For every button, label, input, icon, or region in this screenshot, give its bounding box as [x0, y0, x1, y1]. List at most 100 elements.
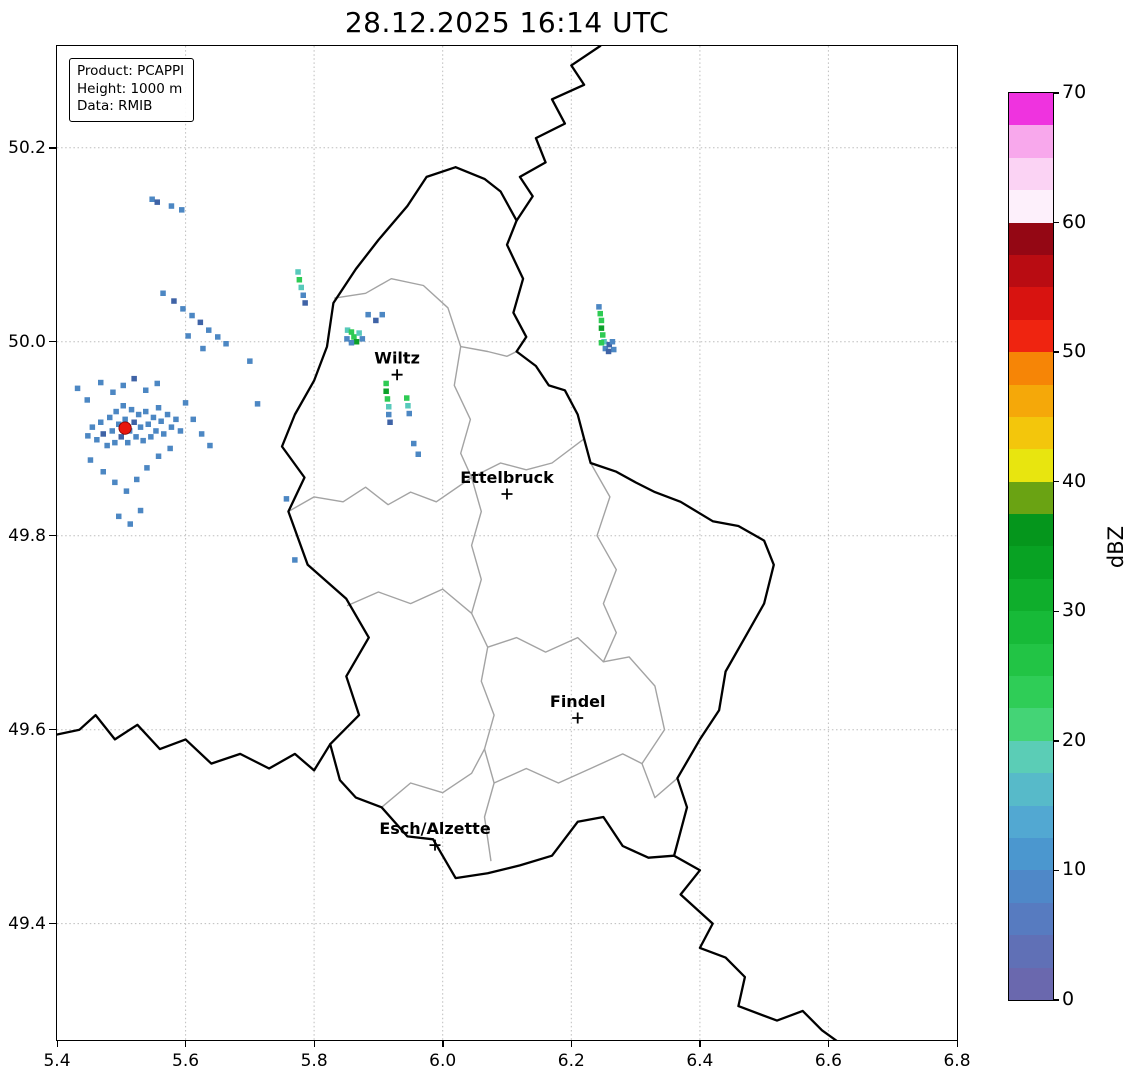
radar-echo-cell [295, 269, 301, 275]
radar-echo-cell [296, 277, 303, 283]
radar-echo-cell [87, 457, 94, 463]
city-label: Wiltz [374, 349, 420, 368]
radar-echo-cell [164, 411, 171, 418]
radar-echo-cell [180, 306, 186, 312]
country-border [280, 166, 775, 880]
radar-echo-cell [98, 379, 104, 386]
product-line: Product: PCAPPI [77, 63, 185, 79]
radar-echo-cell [348, 340, 355, 346]
colorbar-band [1009, 740, 1053, 774]
radar-echo-cell [110, 389, 116, 395]
radar-echo-cell [405, 403, 411, 409]
radar-echo-cell [120, 403, 126, 409]
x-tick-label: 5.6 [172, 1051, 200, 1071]
radar-echo-cell [125, 439, 131, 446]
radar-echo-cell [197, 319, 204, 326]
x-tick-mark [570, 1041, 573, 1047]
district-border [493, 753, 643, 784]
radar-echo-cell [383, 388, 389, 394]
radar-echo-cell [137, 507, 144, 514]
colorbar-bands [1009, 93, 1053, 1000]
colorbar-band [1009, 935, 1053, 968]
colorbar-band [1009, 870, 1053, 903]
radar-echo-cell [112, 479, 118, 486]
colorbar-tick-mark [1053, 999, 1059, 1001]
radar-echo-cell [298, 284, 304, 291]
radar-echo-cell [168, 424, 175, 430]
radar-echo-cell [597, 310, 603, 317]
radar-echo-cell [98, 419, 104, 425]
y-tick-mark [49, 922, 56, 925]
radar-echo-cell [386, 404, 392, 410]
map-plot-area: Wiltz Ettelbruck Findel Esch/Alzette Produc… [56, 45, 958, 1041]
radar-echo-cell [598, 340, 605, 346]
colorbar-band [1009, 805, 1053, 838]
radar-echo-cell [113, 408, 119, 415]
radar-echo-cell [171, 298, 177, 304]
radar-echo-cell [198, 431, 205, 437]
radar-echo-cell [283, 496, 290, 502]
radar-echo-cell [140, 437, 146, 444]
colorbar-unit-label: dBZ [1104, 525, 1128, 569]
city-label: Esch/Alzette [379, 819, 491, 838]
radar-echo-cell [348, 329, 355, 335]
radar-echo-cell [137, 424, 144, 430]
colorbar-band [1009, 319, 1053, 353]
radar-echo-cell [359, 336, 366, 342]
city-marker [391, 369, 403, 381]
radar-echo-cell [344, 327, 351, 333]
radar-echo-cell [611, 346, 617, 353]
colorbar-band [1009, 967, 1053, 1000]
colorbar-band [1009, 125, 1053, 158]
colorbar-band [1009, 157, 1053, 191]
radar-echo-cell [100, 469, 106, 475]
radar-echo-cell [596, 304, 602, 310]
colorbar-band [1009, 514, 1053, 547]
y-tick-mark [49, 728, 56, 731]
radar-echo-cell [143, 408, 149, 415]
page-title: 28.12.2025 16:14 UTC [344, 6, 670, 39]
radar-echo-cell [207, 442, 213, 449]
radar-echo-cell [127, 521, 133, 527]
radar-echo-cell [143, 387, 149, 393]
height-line: Height: 1000 m [77, 80, 183, 97]
radar-echo-cell [74, 385, 81, 392]
radar-echo-cell [131, 375, 137, 382]
colorbar-tick-mark [1053, 92, 1059, 94]
radar-echo-cell [155, 453, 162, 459]
radar-echo-cell [302, 300, 308, 306]
colorbar-band [1009, 384, 1053, 417]
x-tick-mark [699, 1041, 701, 1047]
x-tick-label: 6.6 [814, 1051, 842, 1071]
radar-echo-cell [155, 405, 162, 411]
colorbar-band [1009, 546, 1053, 579]
radar-echo-cell [254, 401, 261, 407]
x-tick-mark [956, 1041, 958, 1047]
colorbar-band [1009, 708, 1053, 741]
radar-echo-cell [154, 380, 160, 387]
colorbar-band [1009, 676, 1053, 709]
radar-echo-cell [206, 327, 212, 333]
radar-echo-cell [415, 451, 421, 457]
radar-echo-cell [158, 418, 164, 424]
colorbar-tick-label: 20 [1062, 728, 1087, 751]
radar-echo-cell [300, 292, 306, 298]
radar-echo-cell [116, 421, 122, 427]
radar-echo-cell [598, 325, 605, 331]
radar-echo-cell [182, 400, 189, 406]
radar-echo-cell [223, 341, 229, 347]
radar-echo-cell [112, 439, 118, 446]
colorbar-tick-mark [1053, 221, 1059, 224]
radar-echo-cell [190, 416, 196, 423]
radar-echo-cell [144, 465, 150, 471]
radar-echo-cell [292, 557, 298, 563]
city-label: Findel [550, 692, 606, 711]
radar-echo-cell [128, 406, 135, 413]
colorbar-band [1009, 481, 1053, 515]
radar-echo-cell [167, 445, 173, 452]
radar-echo-cell [150, 414, 157, 421]
radar-echo-cell [116, 513, 122, 520]
colorbar-band [1009, 352, 1053, 385]
map-svg: Wiltz Ettelbruck Findel Esch/Alzette [57, 46, 957, 1040]
colorbar-band [1009, 611, 1053, 644]
